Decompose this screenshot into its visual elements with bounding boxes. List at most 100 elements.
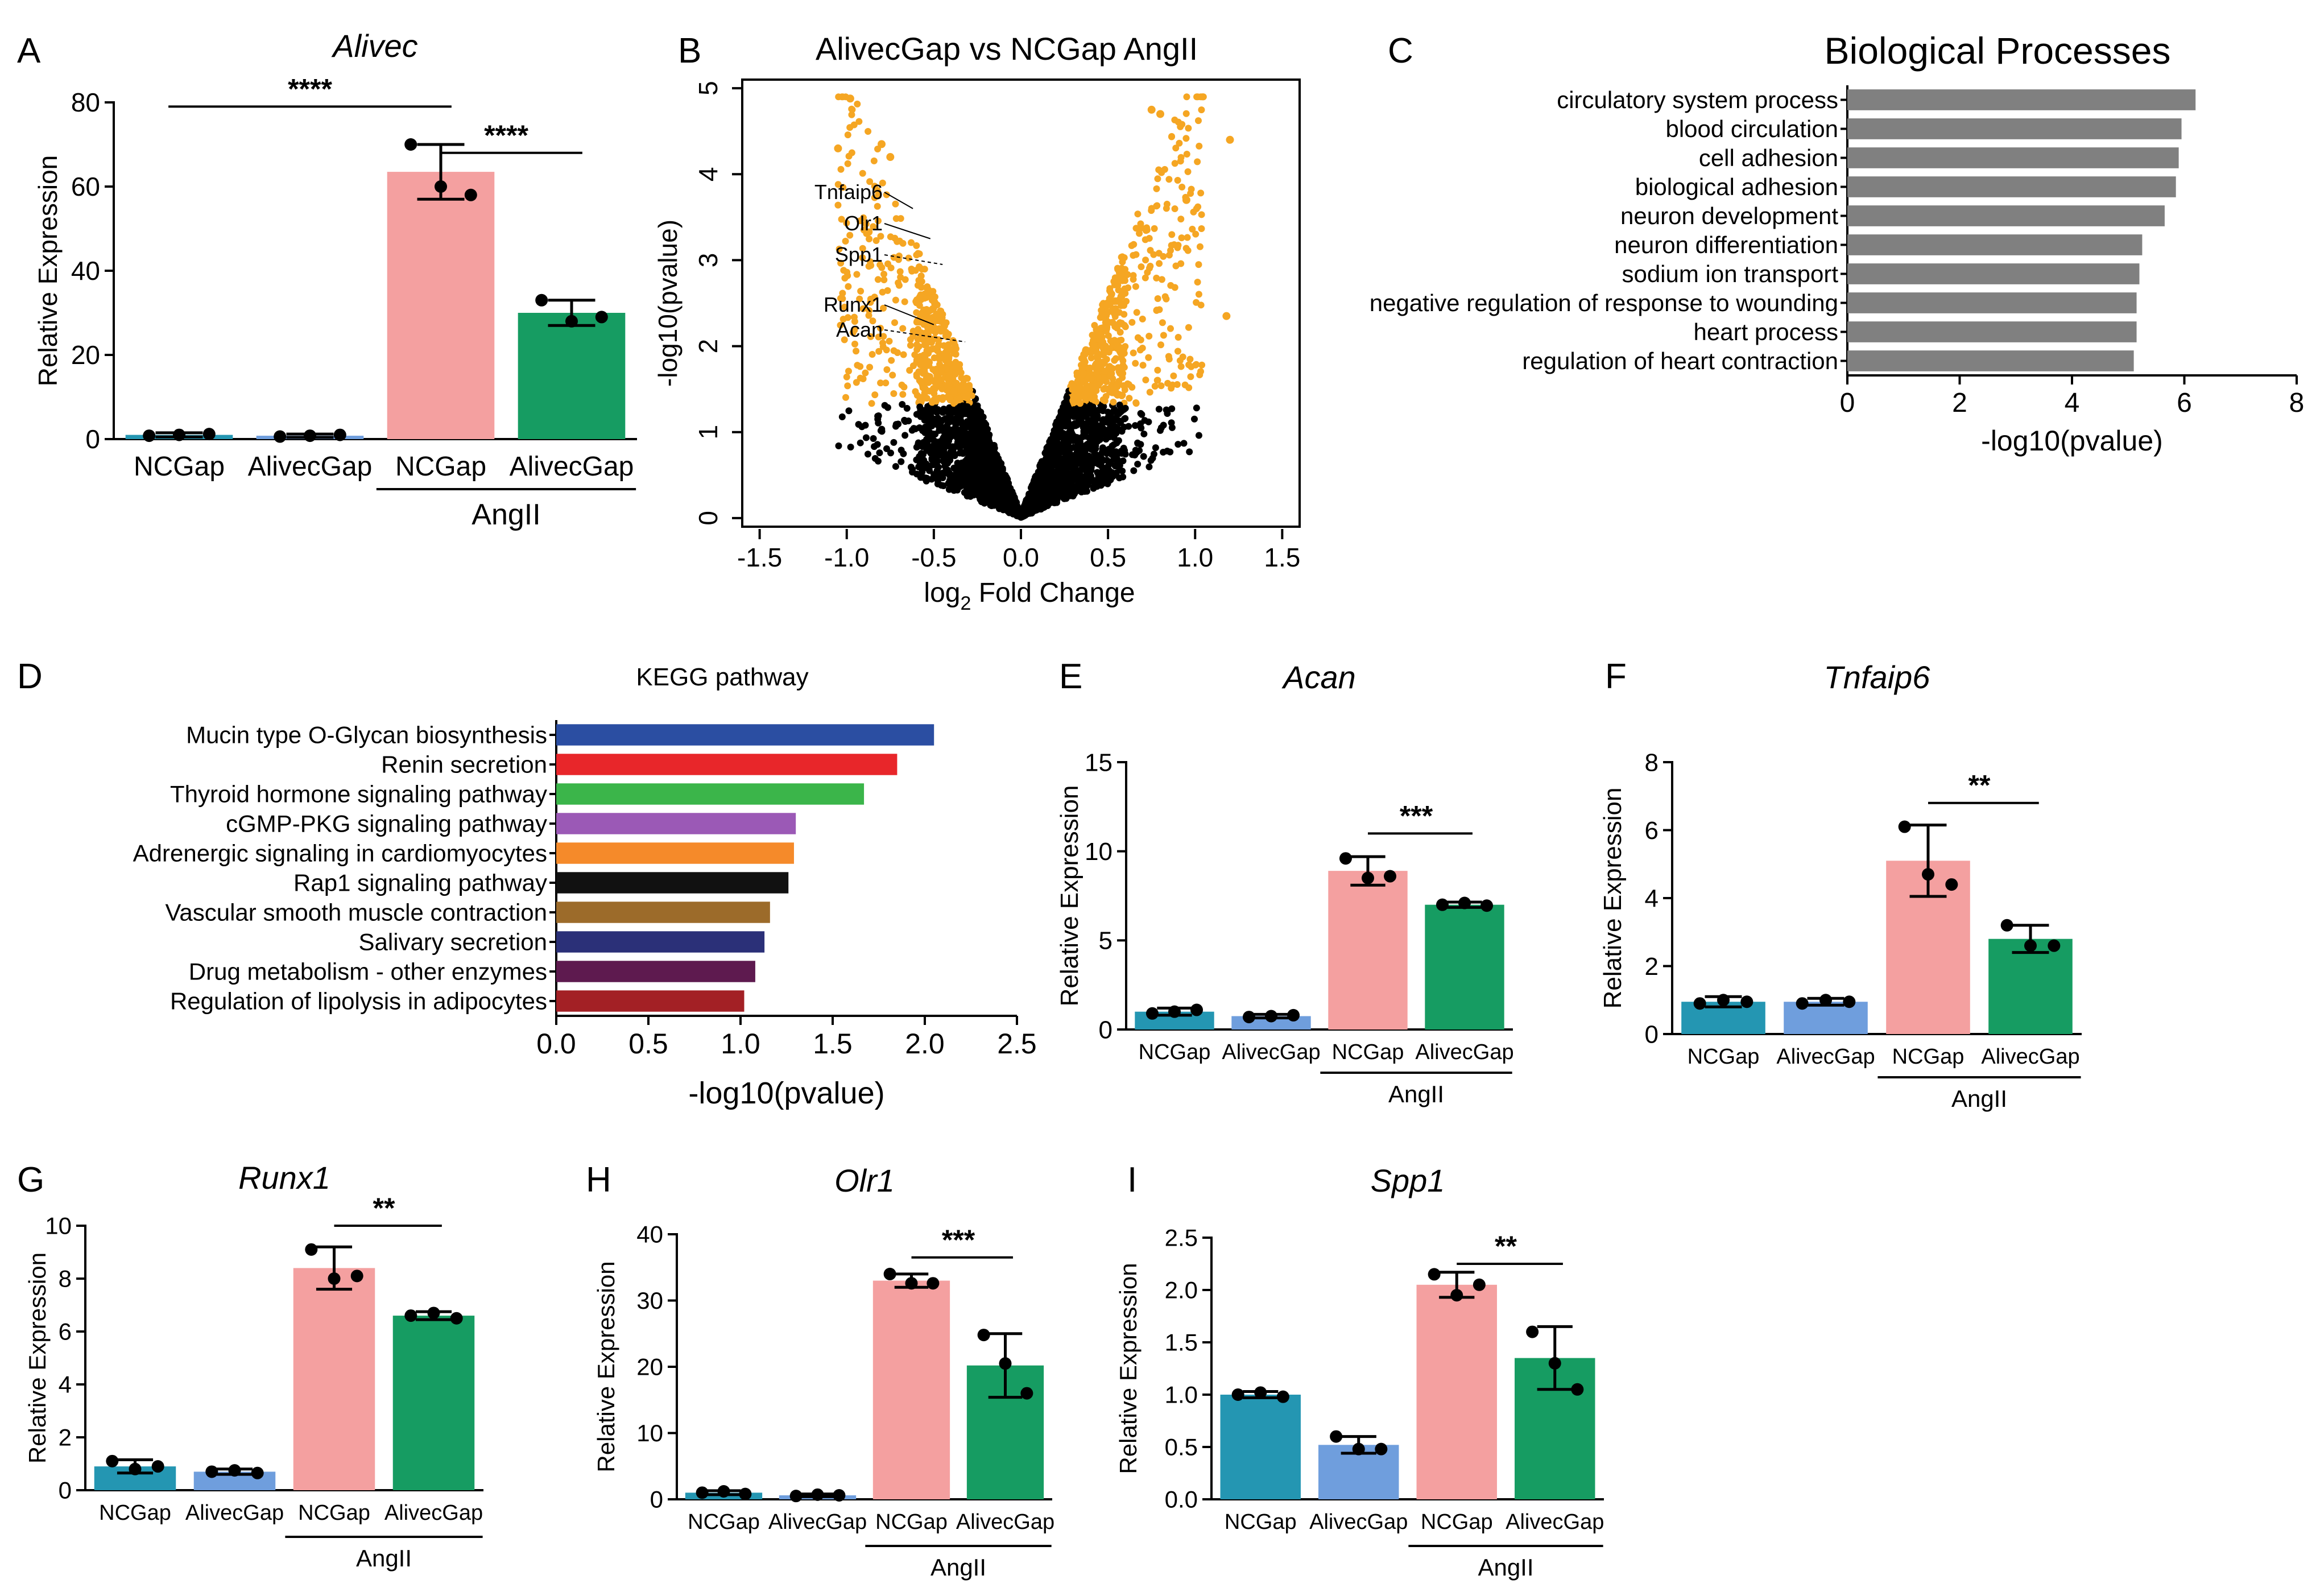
y-tick-label: 2: [59, 1424, 72, 1451]
significant-point: [846, 231, 854, 239]
x-category-label: AlivecGap: [510, 452, 634, 482]
significant-point: [880, 333, 887, 340]
nonsignificant-point: [973, 480, 980, 487]
chart-title: Tnfaip6: [1824, 659, 1931, 695]
significant-point: [1145, 264, 1153, 272]
significant-point: [936, 378, 944, 385]
significant-point: [1145, 332, 1153, 340]
nonsignificant-point: [1084, 480, 1091, 487]
nonsignificant-point: [1065, 429, 1073, 436]
data-point: [2048, 939, 2061, 952]
significant-point: [1188, 185, 1195, 193]
significant-point: [937, 367, 945, 375]
significant-point: [839, 184, 847, 191]
significant-point: [1124, 380, 1131, 387]
significant-point: [1130, 252, 1137, 259]
nonsignificant-point: [934, 416, 942, 424]
bar-4: [392, 1316, 475, 1490]
data-point: [1458, 896, 1471, 909]
significance-label: ****: [484, 119, 528, 151]
significant-point: [1157, 382, 1165, 390]
nonsignificant-point: [1164, 410, 1171, 417]
nonsignificant-point: [1066, 411, 1074, 419]
nonsignificant-point: [1074, 420, 1081, 428]
x-axis-label: log2 Fold Change: [924, 578, 1135, 614]
significant-point: [921, 391, 928, 398]
nonsignificant-point: [984, 454, 991, 462]
significant-point: [1106, 346, 1114, 353]
panel-letter-E: E: [1059, 657, 1082, 696]
significant-point: [892, 296, 899, 304]
significant-point: [1187, 373, 1194, 381]
significant-point: [846, 94, 854, 103]
nonsignificant-point: [959, 450, 966, 457]
y-tick-label: 2: [1645, 953, 1659, 981]
significant-point: [1090, 337, 1097, 344]
significant-point: [1121, 277, 1128, 284]
significant-point: [880, 270, 888, 278]
category-label: Drug metabolism - other enzymes: [189, 958, 547, 985]
significant-point: [1165, 353, 1172, 360]
significant-point: [1197, 189, 1205, 197]
nonsignificant-point: [1061, 494, 1069, 501]
nonsignificant-point: [1071, 455, 1078, 462]
significant-point: [894, 349, 901, 356]
nonsignificant-point: [838, 413, 846, 420]
significant-point: [848, 111, 855, 118]
nonsignificant-point: [967, 465, 974, 472]
y-tick-label: 40: [636, 1221, 663, 1248]
nonsignificant-point: [975, 464, 983, 472]
bar-5: [1847, 205, 2165, 226]
y-axis-label: -log10(pvalue): [653, 220, 683, 387]
significant-point: [1165, 176, 1173, 183]
nonsignificant-point: [948, 416, 956, 423]
nonsignificant-point: [1066, 478, 1074, 486]
significant-point: [842, 394, 849, 401]
significant-point: [919, 266, 926, 273]
significant-point: [1102, 392, 1110, 400]
significant-point: [1101, 367, 1109, 375]
nonsignificant-point: [983, 465, 990, 472]
significant-point: [1123, 297, 1130, 305]
nonsignificant-point: [1090, 430, 1097, 437]
nonsignificant-point: [940, 433, 948, 440]
nonsignificant-point: [1003, 482, 1011, 490]
nonsignificant-point: [993, 491, 1000, 499]
significant-point: [894, 238, 901, 245]
nonsignificant-point: [916, 403, 924, 411]
significant-point: [1106, 295, 1113, 302]
nonsignificant-point: [933, 439, 941, 446]
x-category-label: AlivecGap: [1309, 1510, 1408, 1534]
gene-label: Runx1: [824, 293, 883, 316]
significant-point: [1142, 377, 1149, 384]
data-point: [435, 180, 447, 193]
significant-point: [924, 332, 932, 339]
y-tick-label: 4: [693, 167, 723, 181]
significant-point: [870, 157, 878, 164]
significant-point: [1153, 185, 1160, 192]
y-tick-label: 2: [693, 339, 723, 354]
significant-point: [1147, 247, 1154, 254]
nonsignificant-point: [1051, 458, 1058, 465]
significant-point: [1095, 361, 1103, 369]
nonsignificant-point: [887, 449, 895, 457]
significant-point: [945, 374, 953, 381]
data-point: [1819, 994, 1832, 1007]
nonsignificant-point: [1191, 415, 1198, 423]
data-point: [2000, 919, 2013, 932]
chart-e: Acan Relative Expression 0 5 10 15 NCGap Alivec…: [1056, 659, 1514, 1107]
significant-point: [1182, 135, 1190, 142]
x-tick-label: -0.5: [911, 543, 956, 572]
significant-point: [879, 179, 886, 187]
significant-point: [950, 387, 958, 395]
x-tick-label: -1.0: [824, 543, 869, 572]
bar-4: [1988, 938, 2073, 1034]
significant-point: [1197, 301, 1205, 309]
data-point: [1352, 1442, 1365, 1456]
significant-point: [1184, 168, 1192, 175]
significant-point: [1158, 169, 1165, 176]
data-point: [1945, 878, 1958, 891]
significant-point: [1133, 309, 1140, 316]
significant-point: [849, 106, 856, 113]
nonsignificant-point: [864, 450, 871, 458]
